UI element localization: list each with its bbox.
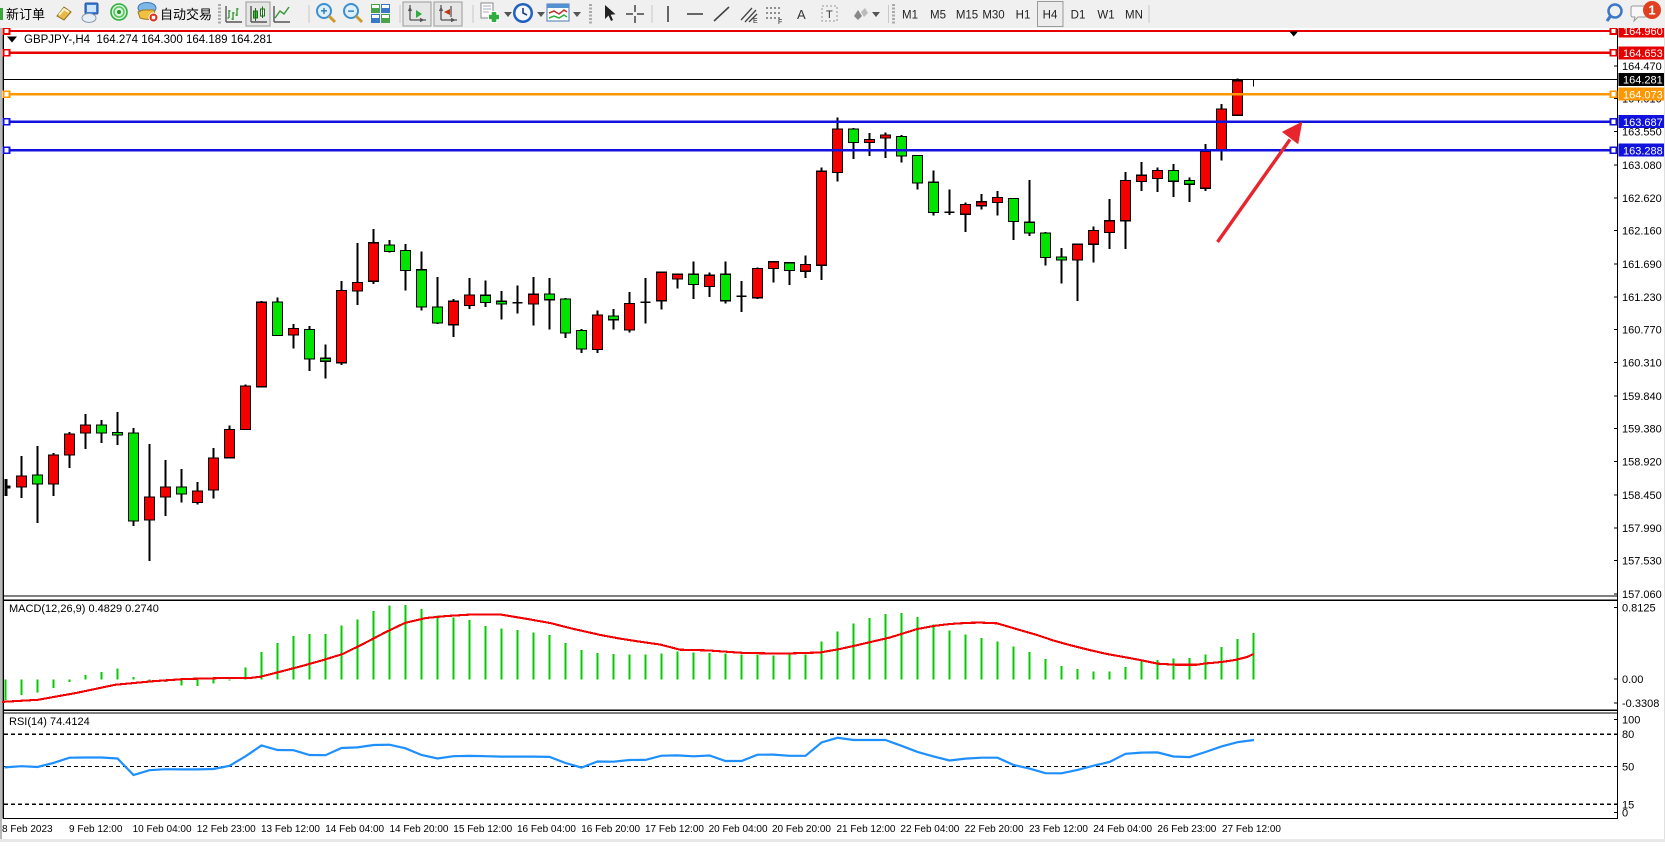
svg-text:-0.3308: -0.3308 (1622, 698, 1659, 710)
svg-text:16 Feb 20:00: 16 Feb 20:00 (581, 824, 640, 835)
svg-text:H4: H4 (1043, 10, 1058, 22)
svg-text:M5: M5 (930, 10, 946, 22)
svg-text:161.230: 161.230 (1622, 292, 1662, 304)
svg-text:20 Feb 04:00: 20 Feb 04:00 (709, 824, 768, 835)
svg-text:M30: M30 (982, 10, 1004, 22)
svg-text:9 Feb 12:00: 9 Feb 12:00 (69, 824, 123, 835)
svg-text:F: F (778, 19, 782, 26)
svg-text:MACD(12,26,9) 0.4829 0.2740: MACD(12,26,9) 0.4829 0.2740 (9, 603, 159, 615)
svg-text:22 Feb 04:00: 22 Feb 04:00 (900, 824, 959, 835)
svg-text:M1: M1 (902, 10, 918, 22)
svg-text:158.920: 158.920 (1622, 457, 1662, 469)
svg-text:新订单: 新订单 (6, 7, 45, 22)
svg-text:24 Feb 04:00: 24 Feb 04:00 (1093, 824, 1152, 835)
svg-text:164.960: 164.960 (1623, 28, 1663, 38)
svg-text:自动交易: 自动交易 (160, 7, 212, 22)
svg-text:22 Feb 20:00: 22 Feb 20:00 (965, 824, 1024, 835)
svg-text:0.8125: 0.8125 (1622, 603, 1656, 615)
svg-text:23 Feb 12:00: 23 Feb 12:00 (1029, 824, 1088, 835)
svg-text:H1: H1 (1016, 10, 1031, 22)
svg-text:157.530: 157.530 (1622, 556, 1662, 568)
svg-text:160.310: 160.310 (1622, 357, 1662, 369)
svg-text:164.470: 164.470 (1622, 61, 1662, 73)
svg-text:162.160: 162.160 (1622, 226, 1662, 238)
svg-text:A: A (797, 7, 806, 22)
svg-text:10 Feb 04:00: 10 Feb 04:00 (133, 824, 192, 835)
svg-text:13 Feb 12:00: 13 Feb 12:00 (261, 824, 320, 835)
svg-text:15 Feb 12:00: 15 Feb 12:00 (453, 824, 512, 835)
svg-text:8 Feb 2023: 8 Feb 2023 (2, 824, 53, 835)
svg-text:14 Feb 04:00: 14 Feb 04:00 (325, 824, 384, 835)
svg-text:26 Feb 23:00: 26 Feb 23:00 (1157, 824, 1216, 835)
svg-text:21 Feb 12:00: 21 Feb 12:00 (837, 824, 896, 835)
svg-text:W1: W1 (1097, 10, 1114, 22)
svg-text:RSI(14) 74.4124: RSI(14) 74.4124 (9, 716, 90, 728)
svg-text:0.00: 0.00 (1622, 674, 1643, 686)
svg-text:161.690: 161.690 (1622, 259, 1662, 271)
svg-text:164.073: 164.073 (1623, 89, 1663, 101)
svg-text:100: 100 (1622, 715, 1640, 727)
svg-text:157.990: 157.990 (1622, 523, 1662, 535)
svg-text:16 Feb 04:00: 16 Feb 04:00 (517, 824, 576, 835)
svg-text:T: T (826, 9, 833, 21)
svg-text:157.060: 157.060 (1622, 589, 1662, 601)
svg-text:159.380: 159.380 (1622, 424, 1662, 436)
svg-text:27 Feb 12:00: 27 Feb 12:00 (1222, 824, 1281, 835)
svg-text:164.653: 164.653 (1623, 48, 1663, 60)
svg-text:80: 80 (1622, 729, 1634, 741)
svg-text:163.080: 163.080 (1622, 160, 1662, 172)
svg-text:50: 50 (1622, 761, 1634, 773)
svg-text:160.770: 160.770 (1622, 325, 1662, 337)
svg-text:D1: D1 (1071, 10, 1086, 22)
svg-text:−: − (347, 4, 354, 18)
svg-text:+: + (320, 4, 327, 18)
svg-text:158.450: 158.450 (1622, 490, 1662, 502)
svg-text:164.281: 164.281 (1623, 75, 1663, 87)
svg-text:MN: MN (1125, 10, 1143, 22)
svg-text:14 Feb 20:00: 14 Feb 20:00 (390, 824, 449, 835)
svg-text:20 Feb 20:00: 20 Feb 20:00 (772, 824, 831, 835)
svg-text:GBPJPY-,H4 164.274 164.300 16: GBPJPY-,H4 164.274 164.300 164.189 164.2… (24, 34, 272, 46)
svg-text:163.687: 163.687 (1623, 117, 1663, 129)
svg-text:163.288: 163.288 (1623, 145, 1663, 157)
svg-text:M15: M15 (956, 10, 978, 22)
svg-text:0: 0 (1622, 808, 1628, 820)
svg-text:12 Feb 23:00: 12 Feb 23:00 (197, 824, 256, 835)
svg-text:1: 1 (1648, 3, 1655, 18)
svg-text:E: E (753, 18, 758, 25)
svg-text:17 Feb 12:00: 17 Feb 12:00 (645, 824, 704, 835)
svg-text:159.840: 159.840 (1622, 391, 1662, 403)
svg-text:162.620: 162.620 (1622, 193, 1662, 205)
